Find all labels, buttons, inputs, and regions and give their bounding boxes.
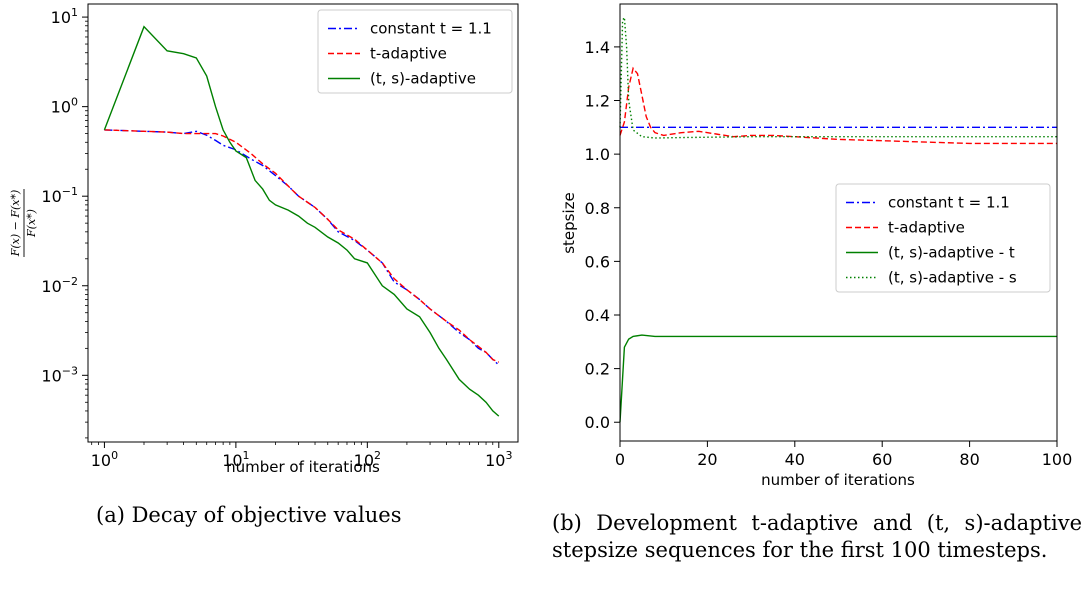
chart-a-y-tick-label: 10−1 (41, 185, 78, 206)
chart-b-x-axis-label: number of iterations (761, 471, 915, 489)
chart-b-series-line-4 (619, 15, 1057, 139)
svg-text:F(x*): F(x*) (25, 209, 38, 238)
legend-label: (t, s)-adaptive - t (888, 244, 1015, 262)
caption-a: (a) Decay of objective values (96, 503, 402, 527)
chart-b-y-tick-label: 1.4 (585, 38, 610, 57)
chart-b-series-line-3 (619, 334, 1057, 423)
chart-b-y-tick-label: 0.0 (585, 413, 610, 432)
chart-a-series-line-3 (103, 25, 500, 417)
figure: 100 101 102 103 10−3 10−2 10−1 100 101 number of… (9, 3, 1073, 489)
chart-b-x-tick-label: 80 (959, 450, 979, 469)
chart-a-y-axis-label: F(x) − F(x*) F(x*) (9, 189, 38, 257)
chart-a-x-axis-label: number of iterations (226, 458, 380, 476)
chart-a-legend: constant t = 1.1 t-adaptive (t, s)-adaptiv… (317, 9, 513, 94)
legend-label: constant t = 1.1 (370, 20, 492, 38)
chart-a-y-tick-label: 100 (51, 96, 78, 117)
caption-b: (b) Development t-adaptive and (t, s)-ad… (552, 511, 1082, 562)
chart-b-y-tick-label: 0.8 (585, 199, 610, 218)
chart-b-x-tick-label: 40 (785, 450, 805, 469)
chart-a-x-tick-label: 103 (485, 449, 512, 470)
legend-label: t-adaptive (888, 219, 965, 237)
chart-b-x-tick-label: 20 (697, 450, 717, 469)
legend-label: t-adaptive (370, 45, 447, 63)
chart-b-legend: constant t = 1.1 t-adaptive (t, s)-adaptiv… (835, 183, 1051, 293)
chart-a-series-line-2 (104, 129, 500, 363)
legend-box (317, 9, 513, 94)
chart-b-x-tick-label: 100 (1042, 450, 1073, 469)
chart-a-y-tick-label: 101 (51, 6, 78, 27)
chart-b-x-tick-label: 0 (615, 450, 625, 469)
chart-a-x-tick-label: 101 (222, 449, 249, 470)
chart-b-frame (619, 3, 1058, 442)
chart-b-y-tick-label: 1.0 (585, 145, 610, 164)
legend-label: (t, s)-adaptive - s (888, 269, 1017, 287)
chart-b-y-tick-label: 0.6 (585, 252, 610, 271)
svg-text:F(x) − F(x*): F(x) − F(x*) (9, 190, 22, 258)
legend-box (835, 183, 1051, 293)
legend-label: (t, s)-adaptive (370, 70, 476, 88)
chart-b-y-tick-label: 1.2 (585, 92, 610, 111)
chart-b-y-axis-label: stepsize (560, 192, 578, 254)
chart-b-series-line-2 (619, 66, 1057, 145)
chart-b: 0 20 40 60 80 100 0.0 0.2 0.4 0.6 0.8 1.0 1.2 1.4 num… (560, 3, 1073, 489)
chart-a-y-tick-label: 10−3 (41, 364, 78, 385)
chart-a: 100 101 102 103 10−3 10−2 10−1 100 101 number of… (9, 3, 519, 476)
chart-a-x-tick-label: 102 (354, 449, 381, 470)
chart-b-y-tick-label: 0.4 (585, 306, 610, 325)
legend-label: constant t = 1.1 (888, 194, 1010, 212)
chart-a-series-line-1 (104, 129, 500, 366)
chart-a-x-tick-label: 100 (91, 449, 118, 470)
chart-b-y-tick-label: 0.2 (585, 360, 610, 379)
chart-a-y-tick-label: 10−2 (41, 275, 78, 296)
chart-b-x-tick-label: 60 (872, 450, 892, 469)
